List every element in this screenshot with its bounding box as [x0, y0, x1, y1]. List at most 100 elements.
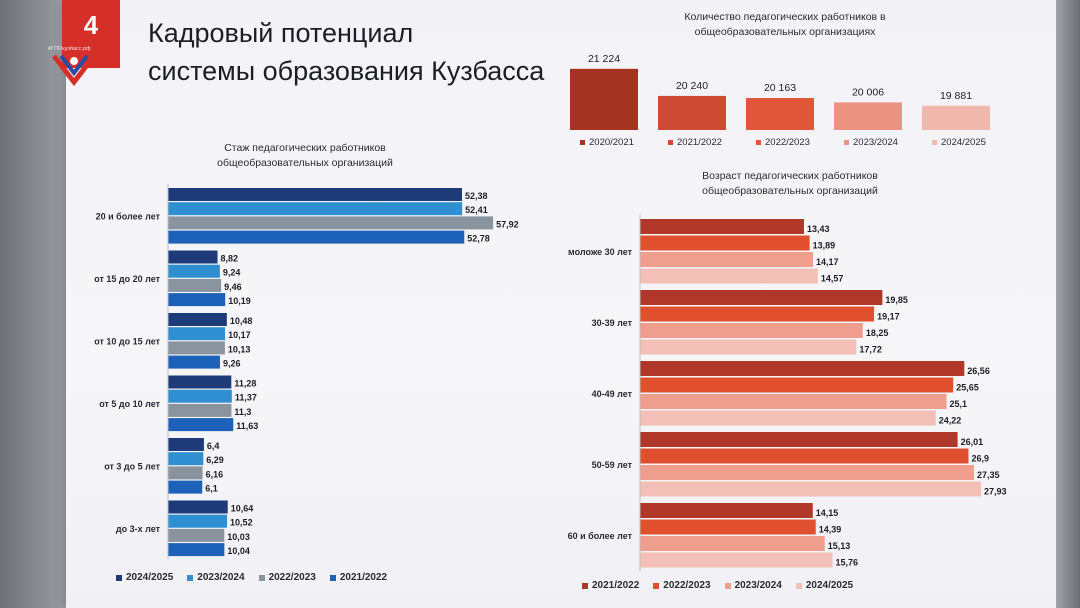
experience-value-label-2-1: 10,17	[228, 330, 251, 340]
count-chart: 21 224 2020/2021 20 240 2021/2022 20 163 2022…	[570, 53, 990, 146]
age-bar-2-2	[640, 394, 947, 409]
experience-value-label-0-0: 52,38	[465, 191, 488, 201]
age-value-label-2-2: 25,1	[949, 399, 967, 409]
experience-value-label-1-3: 10,19	[228, 296, 251, 306]
count-bar-3	[834, 102, 902, 130]
experience-value-label-3-3: 11,63	[236, 421, 258, 431]
experience-bar-1-2	[168, 278, 222, 292]
age-bar-1-1	[640, 306, 875, 322]
experience-category-label-4: от 3 до 5 лет	[104, 461, 160, 471]
experience-chart: 20 и более лет 52,38 52,41 57,92 52,78 от 15 …	[94, 184, 519, 560]
count-category-label-1: 2021/2022	[677, 137, 722, 146]
age-legend-swatch-2	[724, 582, 731, 589]
age-value-label-3-0: 26,01	[961, 437, 984, 447]
age-category-label-2: 40-49 лет	[592, 389, 633, 399]
age-bar-2-0	[640, 361, 965, 376]
age-legend-label-0: 2021/2022	[592, 580, 640, 591]
age-bar-0-0	[640, 219, 804, 234]
count-value-label-4: 19 881	[940, 90, 972, 102]
experience-bar-2-1	[168, 327, 226, 341]
experience-bar-5-1	[168, 514, 228, 528]
age-value-label-4-1: 14,39	[819, 525, 842, 535]
age-category-label-4: 60 и более лет	[568, 531, 633, 541]
experience-bar-0-2	[168, 216, 494, 230]
age-legend-label-3: 2024/2025	[805, 580, 854, 591]
age-legend-item-3: 2024/2025	[795, 580, 854, 591]
experience-legend-swatch-1	[187, 574, 194, 581]
experience-bar-0-0	[168, 188, 463, 201]
experience-bar-4-3	[168, 480, 203, 494]
age-legend-item-1: 2022/2023	[653, 580, 711, 591]
age-bar-4-0	[640, 503, 813, 518]
experience-legend-item-0: 2024/2025	[116, 572, 173, 583]
experience-value-label-3-2: 11,3	[234, 407, 251, 417]
slide-screen	[66, 0, 1056, 608]
experience-legend-label-0: 2024/2025	[126, 572, 174, 583]
age-bar-1-2	[640, 323, 863, 338]
experience-value-label-1-0: 8,82	[221, 254, 239, 264]
experience-value-label-3-1: 11,37	[235, 393, 257, 403]
experience-value-label-4-3: 6,1	[205, 484, 218, 494]
age-bar-3-2	[640, 465, 974, 480]
experience-bar-3-3	[168, 418, 234, 432]
age-value-label-1-1: 19,17	[877, 312, 900, 322]
age-legend-swatch-1	[653, 582, 660, 589]
experience-bar-0-3	[168, 230, 465, 244]
experience-category-label-2: от 10 до 15 лет	[94, 336, 160, 346]
projector-frame-right	[1056, 0, 1080, 608]
age-bar-4-1	[640, 519, 816, 535]
age-bar-3-1	[640, 448, 969, 464]
age-legend: 2021/2022 2022/2023 2023/2024 2024/2025	[582, 580, 853, 591]
age-value-label-2-1: 25,65	[956, 383, 979, 393]
age-bar-2-1	[640, 377, 954, 393]
experience-bar-0-1	[168, 202, 463, 216]
age-value-label-4-0: 14,15	[816, 508, 839, 518]
count-legend-swatch-1	[668, 140, 673, 145]
experience-bar-5-3	[168, 543, 225, 557]
experience-bar-4-2	[168, 466, 203, 480]
experience-value-label-0-1: 52,41	[465, 205, 488, 215]
page-title-line-1: Кадровый потенциал	[148, 18, 414, 48]
age-value-label-3-1: 26,9	[971, 454, 989, 464]
count-legend-swatch-0	[580, 140, 585, 145]
age-legend-item-2: 2023/2024	[724, 580, 782, 591]
experience-value-label-5-3: 10,04	[227, 546, 250, 556]
experience-value-label-2-3: 9,26	[223, 359, 241, 369]
count-value-label-2: 20 163	[764, 82, 796, 94]
experience-legend-label-2: 2022/2023	[268, 572, 316, 583]
experience-bar-1-3	[168, 293, 226, 307]
age-value-label-2-3: 24,22	[939, 416, 962, 426]
age-bar-1-0	[640, 290, 883, 305]
experience-value-label-4-2: 6,16	[206, 469, 224, 479]
count-bar-2	[746, 98, 814, 130]
age-legend-swatch-3	[795, 582, 802, 589]
experience-bar-3-0	[168, 375, 232, 389]
projector-frame-left	[0, 0, 66, 608]
age-value-label-3-2: 27,35	[977, 470, 1000, 480]
logo-text: #ГПОкузбасс.рф	[48, 46, 91, 52]
age-bar-3-0	[640, 432, 958, 447]
experience-legend-swatch-0	[116, 574, 122, 581]
experience-legend-label-3: 2021/2022	[339, 572, 388, 583]
experience-bar-3-1	[168, 389, 232, 403]
experience-legend-item-1: 2023/2024	[187, 572, 245, 583]
age-bar-1-3	[640, 339, 857, 355]
experience-legend-item-3: 2021/2022	[329, 572, 388, 583]
age-chart: моложе 30 лет 13,43 13,89 14,17 14,57 30-39 л…	[568, 215, 1007, 571]
age-bar-0-3	[640, 268, 818, 284]
age-bar-2-3	[640, 410, 936, 426]
experience-value-label-5-2: 10,03	[227, 532, 250, 542]
age-value-label-2-0: 26,56	[967, 366, 990, 376]
age-value-label-0-3: 14,57	[821, 274, 844, 284]
count-category-label-4: 2024/2025	[941, 137, 986, 146]
experience-bar-1-1	[168, 264, 220, 278]
experience-bar-4-1	[168, 452, 204, 466]
count-chart-title: Количество педагогических работников в о…	[684, 11, 886, 38]
experience-value-label-3-0: 11,28	[234, 379, 256, 389]
experience-legend-label-1: 2023/2024	[197, 572, 245, 583]
experience-category-label-1: от 15 до 20 лет	[94, 274, 160, 284]
experience-value-label-2-2: 10,13	[228, 344, 251, 354]
count-bar-1	[658, 95, 726, 130]
count-category-label-2: 2022/2023	[765, 137, 810, 146]
experience-value-label-0-2: 57,92	[496, 219, 519, 229]
